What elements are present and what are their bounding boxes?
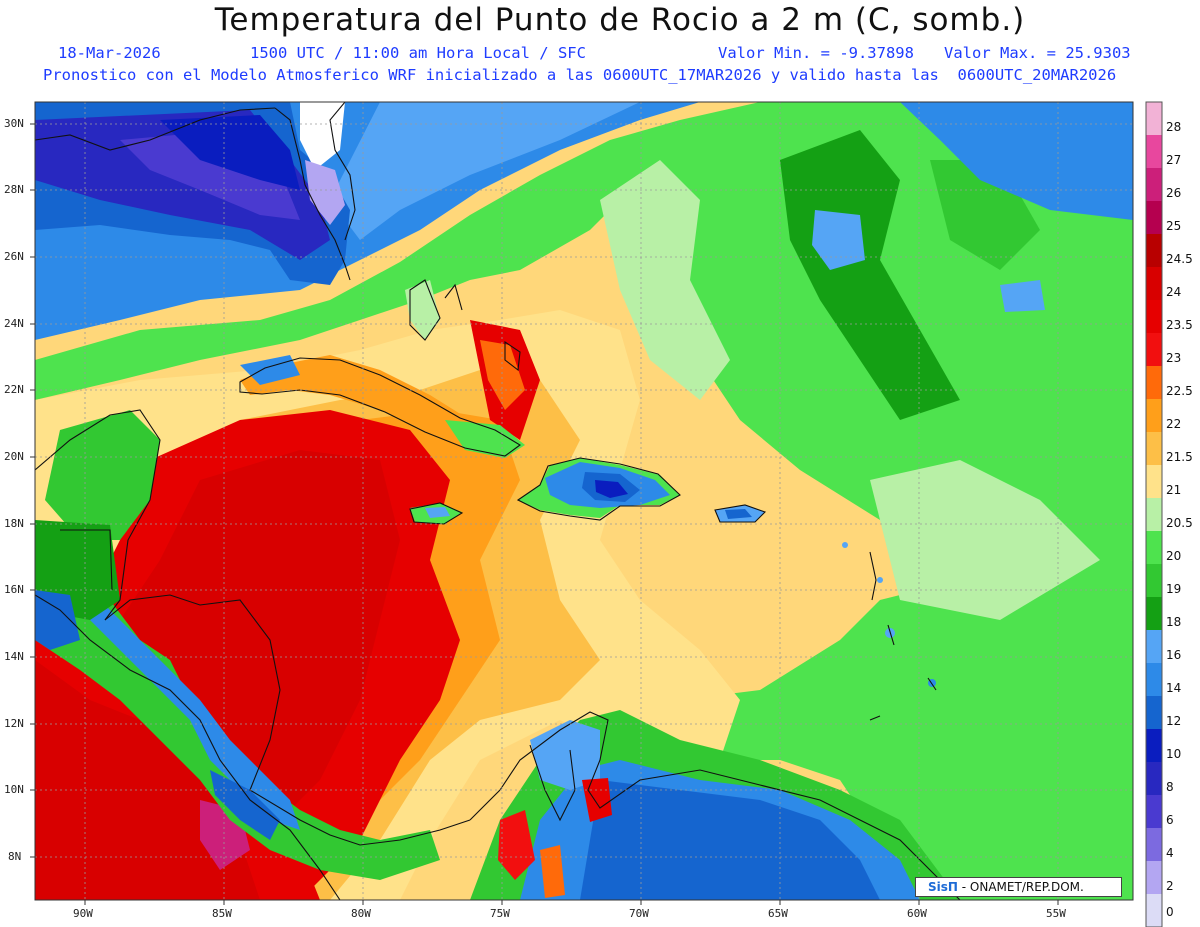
colorbar-swatch — [1146, 630, 1162, 663]
lat-label: 30N — [4, 117, 24, 130]
colorbar-label: 14 — [1166, 681, 1182, 695]
colorbar-label: 23 — [1166, 351, 1182, 365]
lat-label: 14N — [4, 650, 24, 663]
colorbar-swatch — [1146, 762, 1162, 795]
lat-label: 8N — [8, 850, 22, 863]
colorbar-swatch — [1146, 597, 1162, 630]
colorbar-frame — [1145, 101, 1163, 927]
colorbar-label: 28 — [1166, 120, 1182, 134]
lon-label: 60W — [907, 907, 927, 920]
colorbar-label: 24.5 — [1166, 252, 1193, 266]
colorbar-label: 12 — [1166, 714, 1182, 728]
sispi-logo: SisΠ — [928, 880, 958, 894]
colorbar-swatch — [1146, 333, 1162, 366]
lon-label: 70W — [629, 907, 649, 920]
colorbar-swatch — [1146, 498, 1162, 531]
colorbar-swatch — [1146, 300, 1162, 333]
colorbar-label: 25 — [1166, 219, 1182, 233]
colorbar-label: 2 — [1166, 879, 1174, 893]
model-info: Pronostico con el Modelo Atmosferico WRF… — [43, 66, 1117, 84]
colorbar — [1145, 101, 1163, 927]
colorbar-swatch — [1146, 894, 1162, 927]
lat-label: 24N — [4, 317, 24, 330]
map-title: Temperatura del Punto de Rocio a 2 m (C,… — [214, 2, 1026, 38]
colorbar-swatch — [1146, 564, 1162, 597]
colorbar-label: 21 — [1166, 483, 1182, 497]
colorbar-label: 10 — [1166, 747, 1182, 761]
lon-label: 85W — [212, 907, 232, 920]
colorbar-swatch — [1146, 828, 1162, 861]
colorbar-swatch — [1146, 465, 1162, 498]
colorbar-label: 23.5 — [1166, 318, 1193, 332]
colorbar-swatch — [1146, 168, 1162, 201]
colorbar-label: 21.5 — [1166, 450, 1193, 464]
colorbar-swatch — [1146, 399, 1162, 432]
colorbar-swatch — [1146, 267, 1162, 300]
colorbar-label: 20 — [1166, 549, 1182, 563]
colorbar-swatch — [1146, 696, 1162, 729]
lat-label: 26N — [4, 250, 24, 263]
colorbar-label: 0 — [1166, 905, 1174, 919]
colorbar-label: 8 — [1166, 780, 1174, 794]
lon-label: 75W — [490, 907, 510, 920]
lat-label: 28N — [4, 183, 24, 196]
colorbar-label: 20.5 — [1166, 516, 1193, 530]
forecast-time: 1500 UTC / 11:00 am Hora Local / SFC — [250, 44, 586, 62]
max-value: Valor Max. = 25.9303 — [944, 44, 1131, 62]
colorbar-label: 6 — [1166, 813, 1174, 827]
colorbar-label: 4 — [1166, 846, 1174, 860]
colorbar-swatch — [1146, 861, 1162, 894]
colorbar-swatch — [1146, 135, 1162, 168]
lon-label: 90W — [73, 907, 93, 920]
colorbar-swatch — [1146, 531, 1162, 564]
lat-label: 12N — [4, 717, 24, 730]
forecast-date: 18-Mar-2026 — [58, 44, 161, 62]
lon-label: 80W — [351, 907, 371, 920]
colorbar-label: 22.5 — [1166, 384, 1193, 398]
colorbar-swatch — [1146, 102, 1162, 135]
dewpoint-field — [35, 102, 1133, 900]
lon-label: 65W — [768, 907, 788, 920]
colorbar-swatch — [1146, 366, 1162, 399]
colorbar-swatch — [1146, 201, 1162, 234]
colorbar-swatch — [1146, 432, 1162, 465]
colorbar-label: 26 — [1166, 186, 1182, 200]
colorbar-swatch — [1146, 234, 1162, 267]
colorbar-label: 27 — [1166, 153, 1182, 167]
colorbar-label: 19 — [1166, 582, 1182, 596]
lon-label: 55W — [1046, 907, 1066, 920]
colorbar-label: 16 — [1166, 648, 1182, 662]
colorbar-swatch — [1146, 795, 1162, 828]
map-frame — [34, 101, 1134, 901]
min-value: Valor Min. = -9.37898 — [718, 44, 914, 62]
lat-label: 20N — [4, 450, 24, 463]
credit-text: - ONAMET/REP.DOM. — [961, 880, 1084, 894]
colorbar-swatch — [1146, 729, 1162, 762]
map-gridlines — [35, 102, 1133, 900]
colorbar-label: 24 — [1166, 285, 1182, 299]
lat-label: 18N — [4, 517, 24, 530]
credit-box: SisΠ - ONAMET/REP.DOM. — [915, 877, 1122, 897]
lat-label: 16N — [4, 583, 24, 596]
lat-label: 10N — [4, 783, 24, 796]
colorbar-label: 18 — [1166, 615, 1182, 629]
colorbar-swatch — [1146, 663, 1162, 696]
colorbar-label: 22 — [1166, 417, 1182, 431]
lat-label: 22N — [4, 383, 24, 396]
